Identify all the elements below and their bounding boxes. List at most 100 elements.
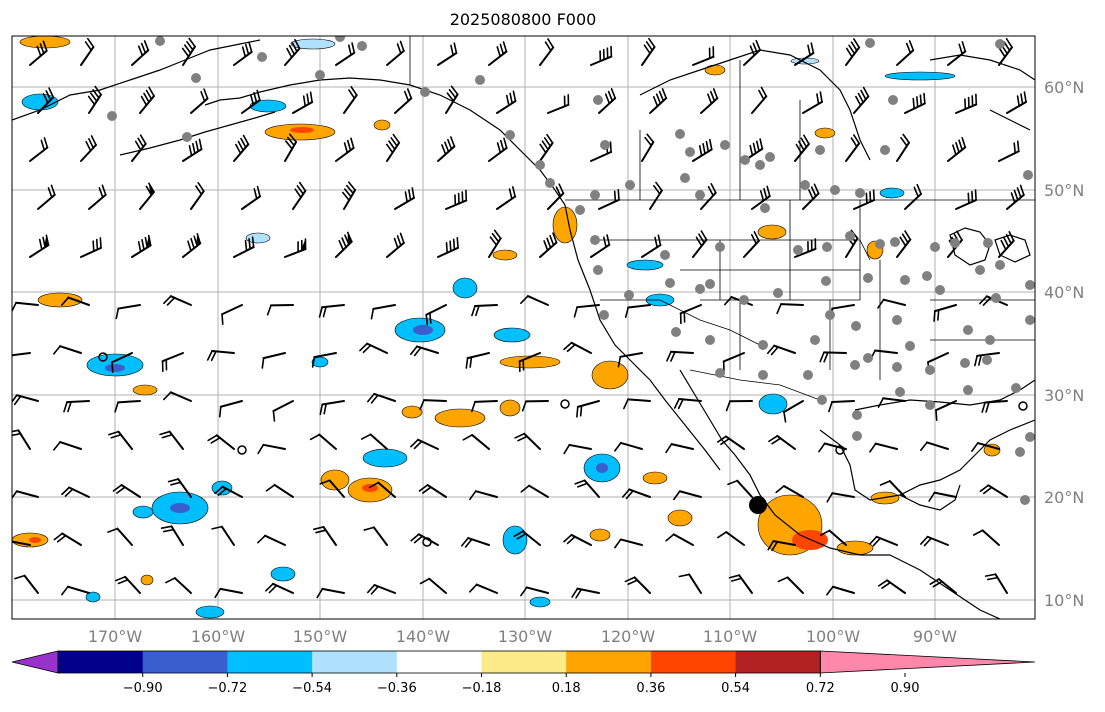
wind-barb	[598, 88, 617, 114]
wind-barb	[488, 41, 508, 66]
wind-barb	[316, 587, 345, 599]
lon-tick-label: 140°W	[396, 627, 451, 646]
wind-barb	[182, 233, 202, 258]
wind-barb	[955, 189, 978, 210]
wind-barb	[261, 352, 286, 369]
station-dot	[800, 180, 810, 190]
colorbar-tick-label: −0.36	[377, 681, 417, 696]
wind-barb	[845, 38, 861, 66]
colorbar-segment	[396, 651, 482, 673]
colorbar-segment	[650, 651, 737, 673]
station-dot	[675, 129, 685, 139]
wind-barb	[471, 400, 498, 413]
station-dot	[773, 288, 783, 298]
station-dot	[624, 290, 634, 300]
graticule	[12, 36, 1035, 619]
wind-barb	[37, 87, 55, 114]
wind-barb	[574, 479, 600, 498]
colorbar-tick-label: 0.54	[721, 681, 750, 696]
political-borders	[409, 36, 1035, 401]
wind-barb	[29, 137, 49, 162]
station-dot	[815, 145, 825, 155]
station-dot	[505, 130, 515, 140]
wind-barb	[826, 585, 855, 596]
wind-barb	[673, 398, 702, 410]
colorbar-extend-high	[819, 650, 1036, 674]
wind-barb	[12, 540, 31, 546]
wind-barb	[520, 484, 549, 498]
wind-barb	[896, 40, 915, 66]
wind-barb	[794, 42, 815, 66]
wind-barb	[496, 90, 517, 114]
wind-barb	[573, 304, 600, 318]
wind-barb	[563, 443, 592, 455]
wind-barb	[465, 352, 490, 369]
storm-center-marker	[749, 496, 767, 514]
station-dot	[765, 152, 775, 162]
wind-barb	[265, 582, 294, 594]
station-dot	[810, 335, 820, 345]
station-dot	[599, 310, 609, 320]
lat-tick-label: 40°N	[1044, 283, 1084, 302]
station-dot	[983, 238, 993, 248]
station-dot	[892, 315, 902, 325]
wind-barb	[666, 350, 694, 362]
station-dot	[685, 147, 695, 157]
wind-barb	[163, 295, 192, 306]
wind-barb	[214, 485, 243, 498]
wind-barb	[665, 443, 694, 454]
wind-barb	[879, 480, 906, 498]
wind-barb	[751, 185, 771, 210]
wind-barb	[284, 133, 298, 162]
latitude-labels: 60°N 50°N 40°N 30°N 20°N 10°N	[1044, 78, 1084, 610]
wind-barb	[471, 304, 498, 317]
coastlines	[12, 39, 1035, 619]
wind-barb	[131, 234, 152, 258]
station-dot	[758, 370, 768, 380]
wind-barb	[727, 479, 753, 498]
wind-barb	[386, 40, 405, 66]
station-dot	[695, 284, 705, 294]
station-dot	[191, 73, 201, 83]
wind-barb	[112, 484, 141, 498]
wind-barb	[160, 525, 184, 546]
wind-barb	[766, 344, 796, 356]
colorbar-segment	[58, 651, 144, 673]
wind-barb	[272, 400, 294, 422]
wind-barb	[877, 579, 906, 594]
wind-barb	[61, 486, 90, 498]
wind-barb	[496, 186, 517, 210]
station-dot	[892, 362, 902, 372]
station-dot	[875, 239, 885, 249]
wind-barb	[935, 400, 957, 421]
wind-barb	[462, 433, 490, 450]
wind-barb	[12, 352, 31, 359]
wind-barb	[751, 86, 768, 114]
wind-barb	[853, 189, 876, 210]
station-dots	[107, 36, 1035, 505]
station-dot	[760, 203, 770, 213]
wind-barb	[678, 573, 702, 594]
wind-barb	[163, 391, 192, 402]
station-dot	[665, 278, 675, 288]
colorbar: −0.90 −0.72 −0.54 −0.36 −0.18 0.18 0.36 0.54 0.7…	[11, 650, 1036, 696]
station-dot	[851, 321, 861, 331]
station-dot	[995, 260, 1005, 270]
wind-barb	[233, 134, 250, 162]
station-dot	[182, 132, 192, 142]
wind-barb	[370, 304, 396, 320]
wind-barb	[728, 574, 753, 594]
wind-barb	[767, 540, 796, 552]
wind-barb	[782, 400, 804, 423]
station-dot	[357, 41, 367, 51]
wind-barb	[641, 37, 656, 66]
wind-barb	[955, 93, 978, 114]
wind-barb	[159, 430, 184, 450]
wind-barb	[904, 183, 923, 210]
wind-barb	[115, 575, 141, 594]
station-dot	[865, 38, 875, 48]
wind-barb	[998, 140, 1020, 162]
wind-barb	[518, 352, 541, 373]
station-dot	[740, 155, 750, 165]
wind-barb	[641, 133, 655, 162]
